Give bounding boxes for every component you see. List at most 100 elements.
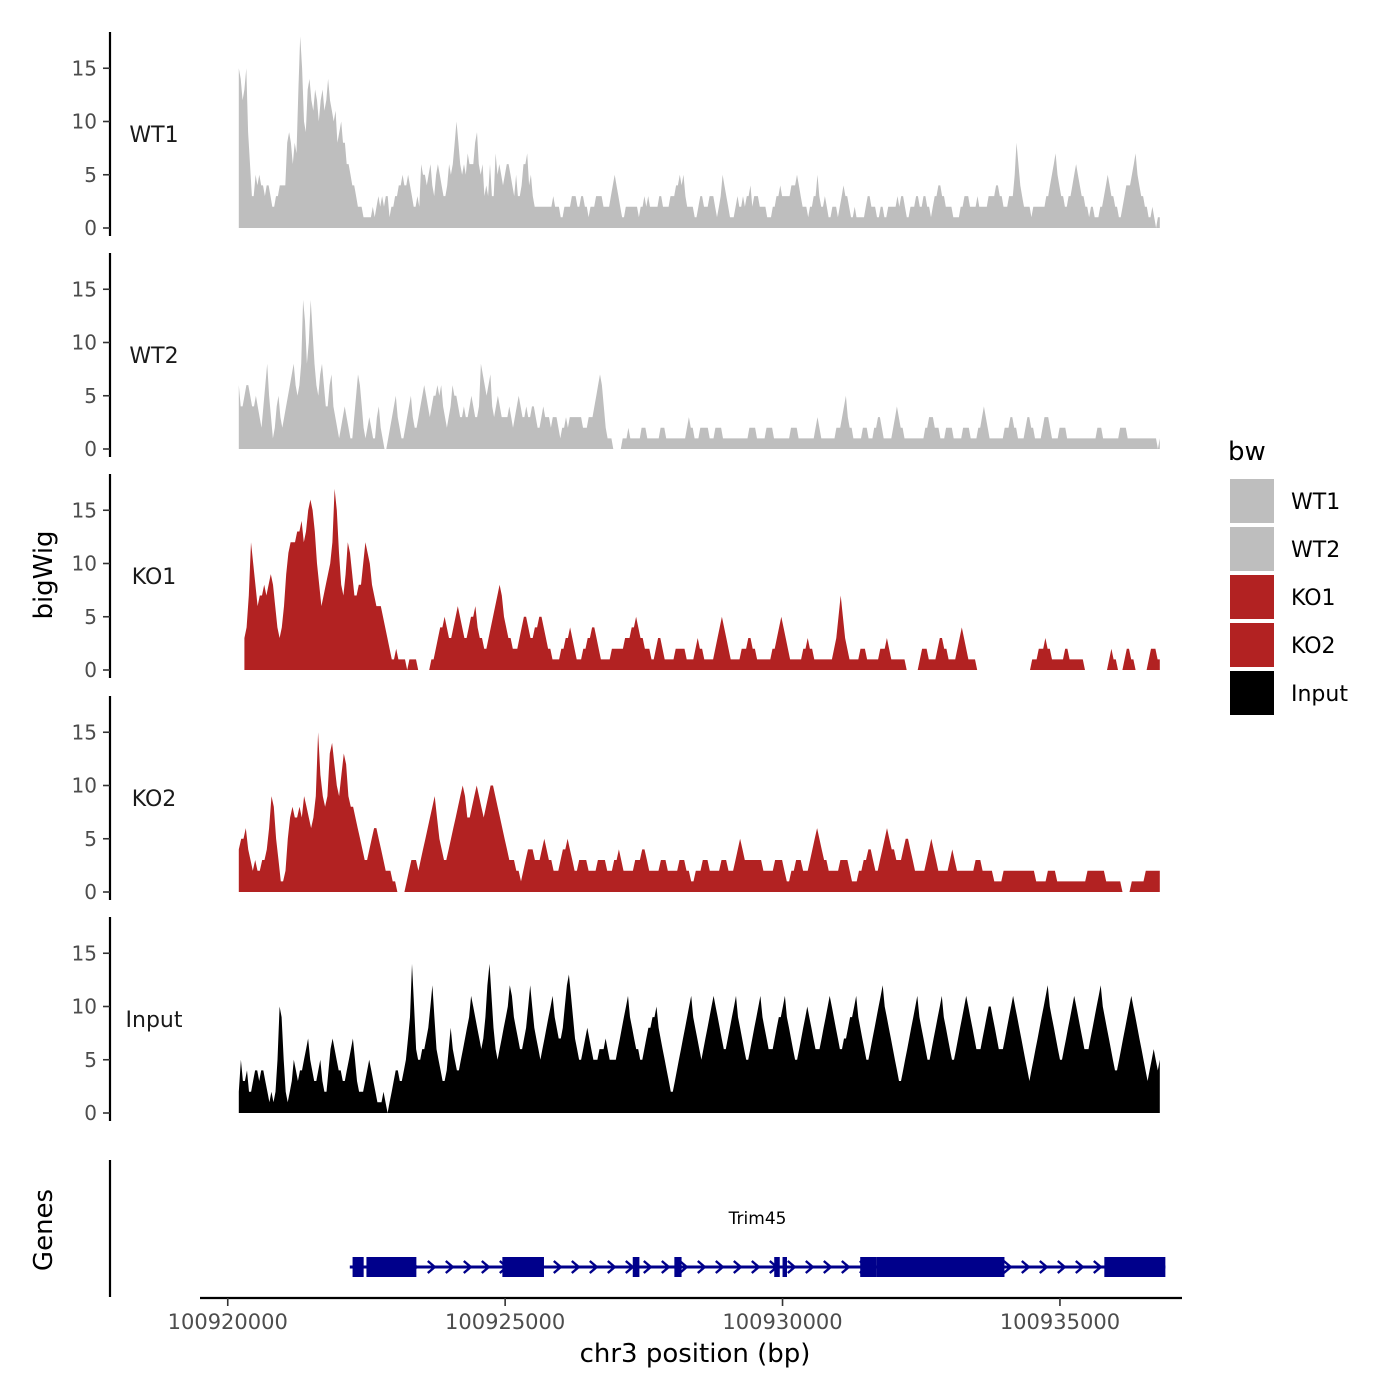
strand-chevron bbox=[553, 1260, 563, 1274]
legend-swatch bbox=[1230, 575, 1274, 619]
y-tick-label: 10 bbox=[72, 331, 97, 355]
strand-chevron bbox=[571, 1260, 581, 1274]
exon bbox=[876, 1257, 1005, 1277]
y-tick-label: 0 bbox=[84, 437, 97, 461]
signal-tracks: 0 5 10 15 WT1 0 5 10 15 WT2 0 5 10 15 KO1 0 5 10 15 KO2 0 5 10… bbox=[72, 32, 1160, 1125]
legend-swatch bbox=[1230, 527, 1274, 571]
track-ko1: 0 5 10 15 KO1 bbox=[72, 474, 1160, 682]
gene-track-label: Genes bbox=[29, 1189, 59, 1271]
strand-chevron bbox=[823, 1260, 833, 1274]
exon bbox=[502, 1257, 544, 1277]
strand-chevron bbox=[1039, 1260, 1049, 1274]
strand-chevron bbox=[733, 1260, 743, 1274]
y-tick-label: 5 bbox=[84, 1048, 97, 1072]
legend-label: KO2 bbox=[1291, 634, 1336, 659]
legend-label: WT2 bbox=[1291, 538, 1340, 563]
y-tick-label: 15 bbox=[72, 277, 97, 301]
track-wt1: 0 5 10 15 WT1 bbox=[72, 32, 1160, 240]
strand-chevron bbox=[1021, 1260, 1031, 1274]
legend-item-wt2: WT2 bbox=[1230, 527, 1340, 571]
gene-trim45: Trim45 bbox=[349, 1209, 1166, 1277]
y-tick-label: 5 bbox=[84, 384, 97, 408]
exon bbox=[366, 1257, 417, 1277]
gene-name-label: Trim45 bbox=[728, 1209, 787, 1229]
legend-item-ko2: KO2 bbox=[1230, 623, 1336, 667]
legend-swatch bbox=[1230, 671, 1274, 715]
legend-item-ko1: KO1 bbox=[1230, 575, 1336, 619]
strand-chevron bbox=[589, 1260, 599, 1274]
y-tick-label: 5 bbox=[84, 163, 97, 187]
y-tick-label: 5 bbox=[84, 827, 97, 851]
strand-chevron bbox=[463, 1260, 473, 1274]
y-tick-label: 0 bbox=[84, 1101, 97, 1125]
y-tick-label: 15 bbox=[72, 941, 97, 965]
exon bbox=[782, 1257, 787, 1277]
y-axis-label: bigWig bbox=[29, 530, 59, 619]
legend: bw WT1 WT2 KO1 KO2 Input bbox=[1228, 437, 1348, 715]
strand-chevron bbox=[661, 1260, 671, 1274]
exon bbox=[674, 1257, 682, 1277]
strand-chevron bbox=[1003, 1260, 1013, 1274]
y-tick-label: 15 bbox=[72, 56, 97, 80]
strand-chevron bbox=[679, 1260, 689, 1274]
strand-chevron bbox=[607, 1260, 617, 1274]
track-input: 0 5 10 15 Input bbox=[72, 917, 1160, 1125]
y-tick-label: 10 bbox=[72, 774, 97, 798]
legend-label: WT1 bbox=[1291, 490, 1340, 515]
y-tick-label: 15 bbox=[72, 720, 97, 744]
legend-item-wt1: WT1 bbox=[1230, 479, 1340, 523]
strand-chevron bbox=[715, 1260, 725, 1274]
strand-chevron bbox=[1057, 1260, 1067, 1274]
legend-label: Input bbox=[1291, 682, 1348, 707]
track-ko2: 0 5 10 15 KO2 bbox=[72, 696, 1160, 904]
strand-chevron bbox=[787, 1260, 797, 1274]
y-tick-label: 15 bbox=[72, 498, 97, 522]
y-tick-label: 0 bbox=[84, 216, 97, 240]
legend-swatch bbox=[1230, 623, 1274, 667]
x-tick-label: 100935000 bbox=[1000, 1310, 1120, 1334]
strand-chevron bbox=[481, 1260, 491, 1274]
exon bbox=[352, 1257, 364, 1277]
track-label: Input bbox=[126, 1008, 183, 1033]
y-tick-label: 10 bbox=[72, 995, 97, 1019]
y-tick-label: 0 bbox=[84, 880, 97, 904]
legend-item-input: Input bbox=[1230, 671, 1348, 715]
signal-area-wt1 bbox=[238, 36, 1160, 228]
signal-area-ko1 bbox=[244, 488, 1160, 670]
strand-chevron bbox=[643, 1260, 653, 1274]
x-tick-label: 100930000 bbox=[722, 1310, 842, 1334]
y-tick-label: 5 bbox=[84, 605, 97, 629]
track-label: KO2 bbox=[132, 787, 177, 812]
strand-chevron bbox=[697, 1260, 707, 1274]
strand-chevron bbox=[841, 1260, 851, 1274]
legend-label: KO1 bbox=[1291, 586, 1336, 611]
strand-chevron bbox=[427, 1260, 437, 1274]
signal-area-wt2 bbox=[238, 299, 1160, 449]
strand-chevron bbox=[445, 1260, 455, 1274]
x-tick-label: 100925000 bbox=[445, 1310, 565, 1334]
exon bbox=[774, 1257, 780, 1277]
y-tick-label: 10 bbox=[72, 110, 97, 134]
gene-track: Trim45 bbox=[108, 1160, 1166, 1297]
strand-chevron bbox=[751, 1260, 761, 1274]
exon bbox=[860, 1257, 877, 1277]
strand-chevron bbox=[1093, 1260, 1103, 1274]
strand-chevron bbox=[805, 1260, 815, 1274]
track-label: WT2 bbox=[129, 344, 178, 369]
legend-swatch bbox=[1230, 479, 1274, 523]
track-label: KO1 bbox=[132, 565, 177, 590]
y-tick-label: 10 bbox=[72, 552, 97, 576]
x-tick-label: 100920000 bbox=[168, 1310, 288, 1334]
track-wt2: 0 5 10 15 WT2 bbox=[72, 253, 1160, 461]
exon bbox=[632, 1257, 640, 1277]
x-axis: 100920000 100925000 100930000 100935000 bbox=[168, 1296, 1182, 1334]
strand-chevron bbox=[1075, 1260, 1085, 1274]
x-axis-label: chr3 position (bp) bbox=[580, 1339, 811, 1369]
exon bbox=[1104, 1257, 1166, 1277]
track-label: WT1 bbox=[129, 123, 178, 148]
signal-area-ko2 bbox=[238, 732, 1160, 892]
y-tick-label: 0 bbox=[84, 658, 97, 682]
signal-area-input bbox=[238, 963, 1160, 1113]
legend-title: bw bbox=[1228, 437, 1266, 467]
